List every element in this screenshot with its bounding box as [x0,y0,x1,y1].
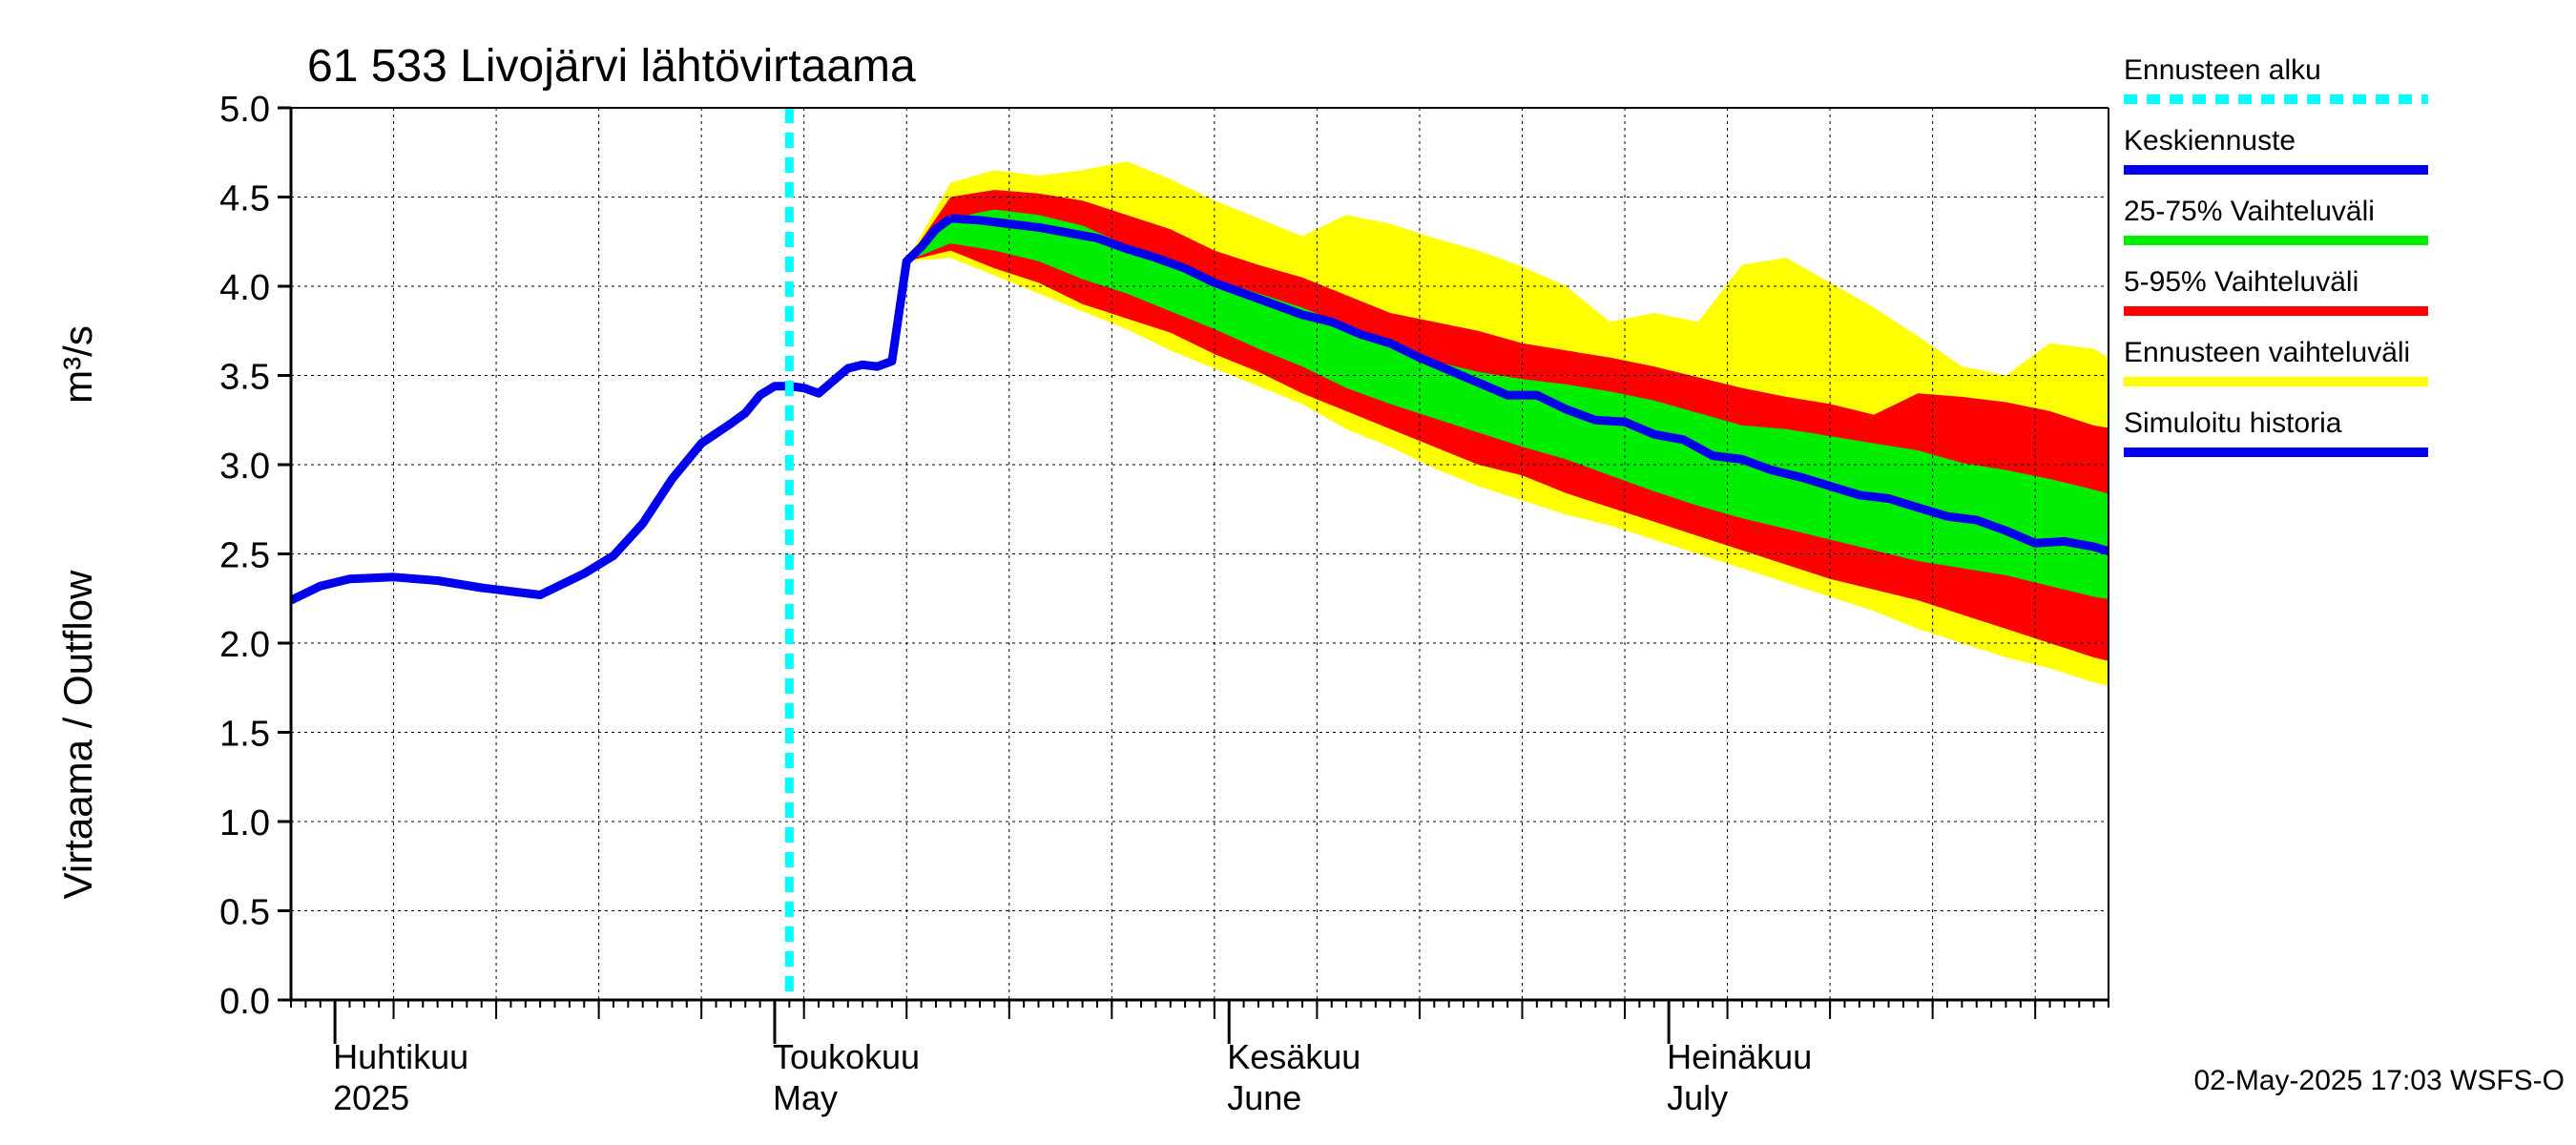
y-tick-label: 0.5 [219,893,270,933]
y-tick-label: 4.0 [219,268,270,308]
series-lines [291,108,2109,1000]
y-tick-label: 3.0 [219,447,270,487]
chart-title: 61 533 Livojärvi lähtövirtaama [307,41,916,92]
month-year-label: July [1667,1078,1728,1117]
y-tick-label: 3.5 [219,358,270,398]
y-axis-unit: m³/s [55,325,100,404]
grid [291,108,2109,1000]
median-forecast-line [950,214,2109,556]
y-tick-label: 4.5 [219,179,270,219]
legend-label: 25-75% Vaihteluväli [2124,196,2375,227]
y-tick-label: 5.0 [219,90,270,130]
month-name-label: Heinäkuu [1667,1037,1812,1076]
simulated-history-line [291,215,953,605]
y-axis-ticks: 0.0 0.5 1.0 1.5 2.0 2.5 3.0 3.5 4.0 4.5 5.0 [219,90,291,1022]
month-name-label: Toukokuu [773,1037,920,1076]
y-tick-label: 1.0 [219,803,270,843]
month-year-label: June [1227,1078,1301,1117]
month-year-label: 2025 [333,1078,409,1117]
month-name-label: Huhtikuu [333,1037,468,1076]
y-tick-label: 2.0 [219,625,270,665]
legend-label: Ennusteen vaihteluväli [2124,337,2410,368]
y-tick-label: 0.0 [219,982,270,1022]
y-tick-label: 2.5 [219,536,270,576]
footer-timestamp: 02-May-2025 17:03 WSFS-O [2194,1065,2566,1096]
legend: Ennusteen alku Keskiennuste 25-75% Vaihtel… [2124,54,2428,457]
legend-label: Simuloitu historia [2124,407,2342,439]
legend-label: 5-95% Vaihteluväli [2124,266,2358,298]
legend-label: Ennusteen alku [2124,54,2321,86]
forecast-bands [906,161,2109,686]
month-year-label: May [773,1078,838,1117]
month-name-label: Kesäkuu [1227,1037,1361,1076]
legend-label: Keskiennuste [2124,125,2296,156]
band-25-75 [906,209,2109,599]
y-tick-label: 1.5 [219,715,270,755]
y-axis-label: Virtaama / Outflow [55,570,100,899]
